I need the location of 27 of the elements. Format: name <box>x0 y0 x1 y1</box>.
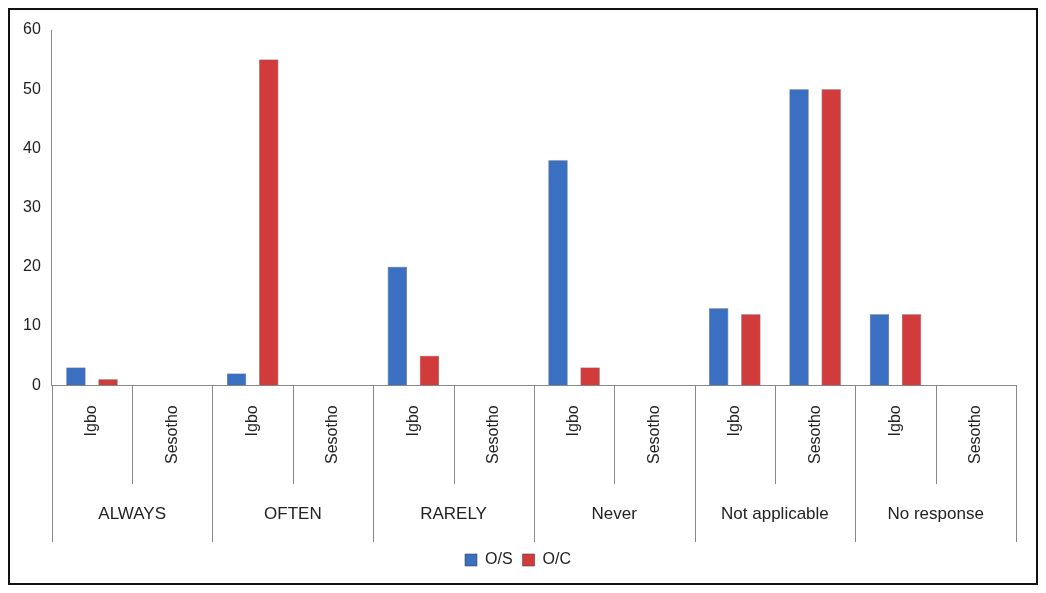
text: No response <box>887 503 984 523</box>
x-tick-label: Igbo <box>243 405 261 437</box>
x-tick-label: Sesotho <box>162 405 180 465</box>
legend-label: O/C <box>542 550 572 568</box>
x-tick-label: Sesotho <box>966 405 984 465</box>
x-tick-label: Sesotho <box>805 405 823 465</box>
x-tick-label: Sesotho <box>644 405 662 465</box>
y-tick-label: 0 <box>31 375 41 393</box>
text: RARELY <box>420 503 487 523</box>
y-tick-label: 50 <box>23 79 41 97</box>
x-tick-label: Igbo <box>82 405 100 437</box>
y-tick-label: 10 <box>23 316 41 334</box>
x-tick-label: Igbo <box>403 405 421 437</box>
text: Never <box>591 503 638 523</box>
y-tick-label: 60 <box>23 20 41 38</box>
x-tick-label: Igbo <box>725 405 743 437</box>
text: Not applicable <box>721 503 829 523</box>
y-tick-label: 30 <box>23 198 41 216</box>
legend-label: O/S <box>485 550 513 568</box>
text: ALWAYS <box>98 503 166 523</box>
x-tick-label: Igbo <box>564 405 582 437</box>
x-tick-label: Sesotho <box>484 405 502 465</box>
text: OFTEN <box>264 503 322 523</box>
y-tick-label: 20 <box>23 257 41 275</box>
y-tick-label: 40 <box>23 138 41 156</box>
x-tick-label: Sesotho <box>323 405 341 465</box>
x-tick-label: Igbo <box>885 405 903 437</box>
